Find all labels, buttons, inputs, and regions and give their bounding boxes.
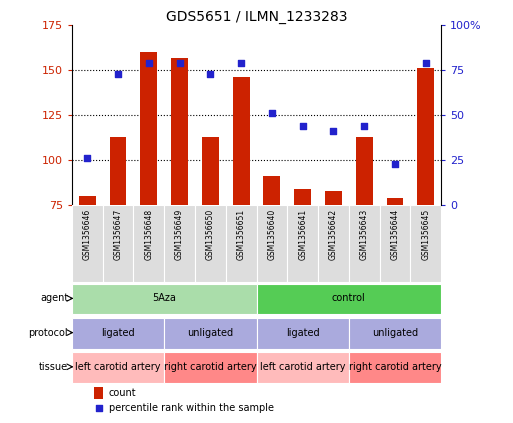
Text: control: control bbox=[332, 294, 366, 303]
Bar bbox=[72, 318, 164, 349]
Bar bbox=[171, 58, 188, 205]
Text: GSM1356643: GSM1356643 bbox=[360, 209, 369, 260]
Text: GSM1356648: GSM1356648 bbox=[144, 209, 153, 260]
Bar bbox=[232, 77, 249, 205]
Point bbox=[422, 60, 430, 66]
Point bbox=[145, 60, 153, 66]
Bar bbox=[133, 205, 164, 282]
Bar bbox=[110, 137, 126, 205]
Text: 5Aza: 5Aza bbox=[152, 294, 176, 303]
Bar bbox=[226, 205, 256, 282]
Point bbox=[329, 128, 338, 135]
Text: GSM1356641: GSM1356641 bbox=[298, 209, 307, 260]
Bar bbox=[349, 318, 441, 349]
Bar bbox=[256, 352, 349, 383]
Text: tissue: tissue bbox=[39, 362, 68, 372]
Bar bbox=[264, 176, 280, 205]
Bar bbox=[79, 196, 95, 205]
Text: GSM1356650: GSM1356650 bbox=[206, 209, 215, 260]
Bar bbox=[256, 318, 349, 349]
Bar bbox=[164, 352, 256, 383]
Text: GSM1356647: GSM1356647 bbox=[113, 209, 123, 260]
Bar bbox=[294, 189, 311, 205]
Bar bbox=[318, 205, 349, 282]
Title: GDS5651 / ILMN_1233283: GDS5651 / ILMN_1233283 bbox=[166, 10, 347, 25]
Text: GSM1356646: GSM1356646 bbox=[83, 209, 92, 260]
Text: GSM1356645: GSM1356645 bbox=[421, 209, 430, 260]
Bar bbox=[349, 205, 380, 282]
Text: ligated: ligated bbox=[101, 327, 135, 338]
Point bbox=[175, 60, 184, 66]
Point bbox=[299, 123, 307, 129]
Point bbox=[206, 71, 214, 77]
Text: agent: agent bbox=[40, 294, 68, 303]
Bar bbox=[72, 284, 256, 314]
Point bbox=[268, 110, 276, 117]
Point bbox=[114, 71, 122, 77]
Bar bbox=[72, 352, 164, 383]
Text: left carotid artery: left carotid artery bbox=[75, 362, 161, 372]
Bar bbox=[380, 205, 410, 282]
Bar bbox=[387, 198, 404, 205]
Text: GSM1356651: GSM1356651 bbox=[236, 209, 246, 260]
Bar bbox=[256, 205, 287, 282]
Bar bbox=[94, 387, 103, 399]
Text: percentile rank within the sample: percentile rank within the sample bbox=[109, 403, 274, 413]
Bar bbox=[164, 318, 256, 349]
Point bbox=[95, 404, 103, 411]
Bar bbox=[202, 137, 219, 205]
Text: count: count bbox=[109, 388, 136, 398]
Text: right carotid artery: right carotid artery bbox=[164, 362, 256, 372]
Bar bbox=[103, 205, 133, 282]
Bar bbox=[195, 205, 226, 282]
Bar bbox=[356, 137, 372, 205]
Bar bbox=[418, 69, 434, 205]
Bar bbox=[256, 284, 441, 314]
Text: left carotid artery: left carotid artery bbox=[260, 362, 345, 372]
Bar bbox=[325, 191, 342, 205]
Text: GSM1356649: GSM1356649 bbox=[175, 209, 184, 260]
Point bbox=[237, 60, 245, 66]
Point bbox=[391, 160, 399, 167]
Text: protocol: protocol bbox=[29, 327, 68, 338]
Text: GSM1356642: GSM1356642 bbox=[329, 209, 338, 260]
Text: GSM1356640: GSM1356640 bbox=[267, 209, 277, 260]
Bar bbox=[410, 205, 441, 282]
Text: right carotid artery: right carotid artery bbox=[349, 362, 441, 372]
Text: unligated: unligated bbox=[372, 327, 418, 338]
Point bbox=[83, 155, 91, 162]
Text: unligated: unligated bbox=[187, 327, 233, 338]
Text: ligated: ligated bbox=[286, 327, 320, 338]
Bar bbox=[287, 205, 318, 282]
Bar bbox=[164, 205, 195, 282]
Text: GSM1356644: GSM1356644 bbox=[390, 209, 400, 260]
Bar bbox=[140, 52, 157, 205]
Point bbox=[360, 123, 368, 129]
Bar bbox=[349, 352, 441, 383]
Bar bbox=[72, 205, 103, 282]
